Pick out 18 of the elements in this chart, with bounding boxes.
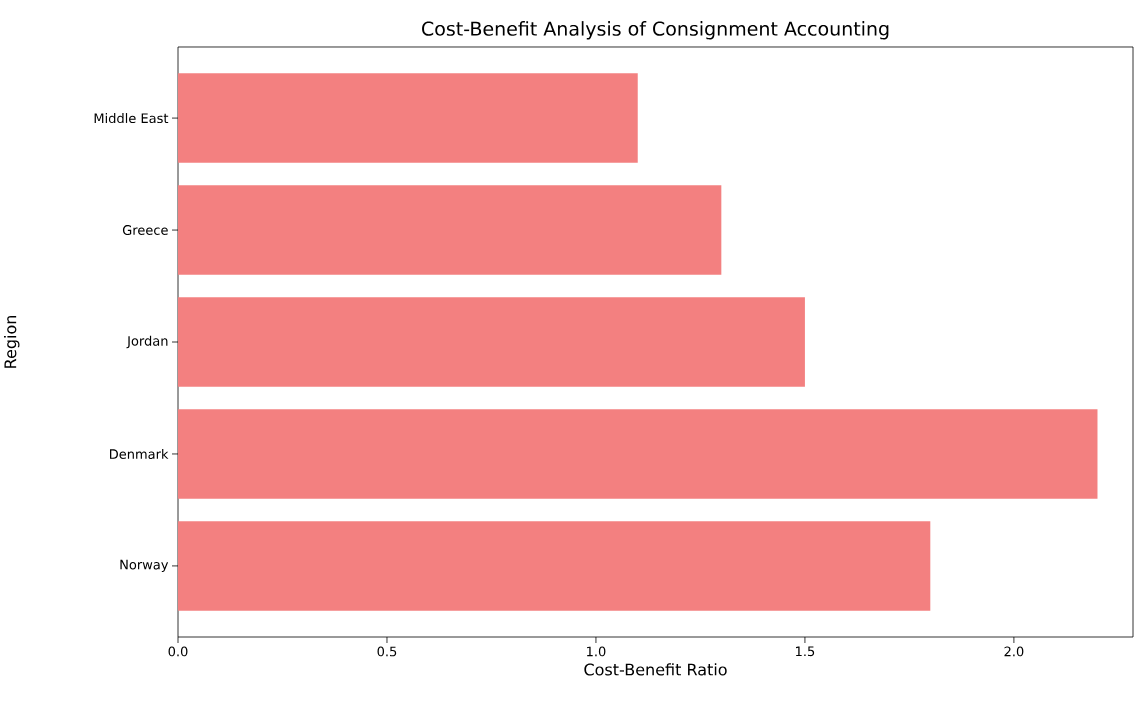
x-tick-label: 2.0 (1004, 646, 1024, 657)
y-axis-title: Region (3, 315, 20, 368)
bar (178, 297, 805, 387)
bar (178, 185, 722, 275)
x-tick-label: 0.5 (377, 646, 397, 657)
bar (178, 73, 638, 163)
x-tick-label: 0.0 (168, 646, 188, 657)
y-tick-label: Norway (120, 559, 169, 573)
y-tick-label: Middle East (94, 113, 169, 124)
x-axis-title: Cost-Benefit Ratio (584, 663, 727, 676)
bar (178, 409, 1098, 499)
x-tick-label: 1.0 (587, 646, 606, 657)
chart-title: Cost-Benefit Analysis of Consignment Accounting (422, 21, 889, 40)
bar (178, 521, 931, 611)
y-tick-label: Denmark (110, 448, 169, 459)
y-tick-label: Greece (122, 225, 168, 235)
x-tick-label: 1.5 (796, 646, 815, 657)
y-tick-label: Jordan (126, 335, 168, 349)
